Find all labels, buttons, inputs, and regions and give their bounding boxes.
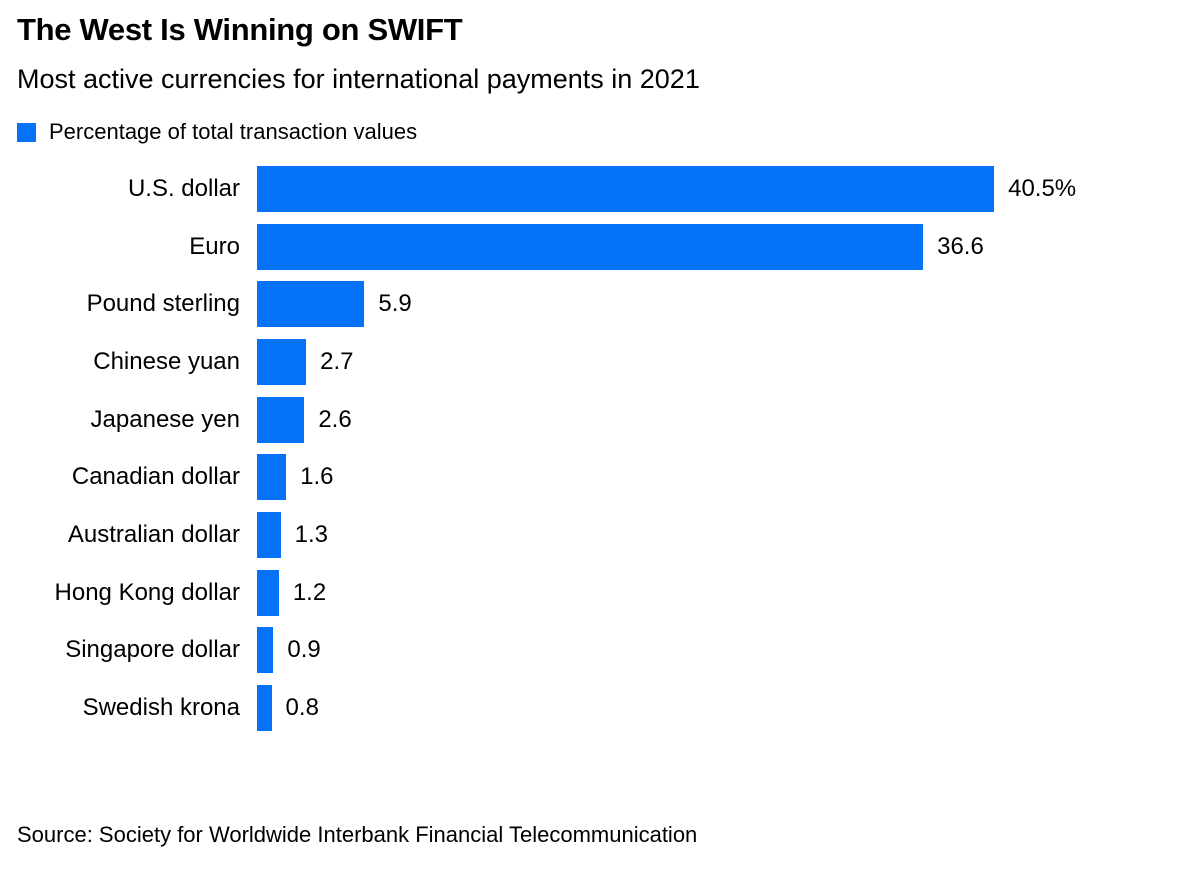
chart-title: The West Is Winning on SWIFT [17, 12, 463, 47]
value-label: 40.5% [1008, 174, 1077, 202]
value-label: 2.7 [320, 347, 354, 375]
value-label: 5.9 [378, 290, 412, 318]
value-label: 1.2 [292, 578, 327, 606]
bar [257, 281, 365, 328]
bar [257, 511, 281, 558]
category-label: Australian dollar [67, 520, 240, 548]
bar [257, 627, 274, 674]
chart-row: U.S. dollar 40.5% [17, 160, 1076, 218]
legend-label: Percentage of total transaction values [49, 119, 418, 145]
category-label: Japanese yen [90, 405, 240, 433]
legend: Percentage of total transaction values [17, 119, 1172, 145]
chart-row: Chinese yuan 2.7 [17, 333, 1076, 391]
value-label: 36.6 [937, 232, 984, 260]
bar [257, 338, 307, 385]
category-label: Euro [189, 232, 240, 260]
source-note: Source: Society for Worldwide Interbank … [17, 822, 698, 847]
category-label: Hong Kong dollar [54, 578, 240, 606]
chart-row: Pound sterling 5.9 [17, 275, 1076, 333]
bar [257, 223, 924, 270]
bar [257, 165, 995, 212]
value-label: 0.8 [285, 694, 319, 722]
chart-row: Swedish krona 0.8 [17, 679, 1076, 737]
category-label: Pound sterling [86, 290, 240, 318]
chart-row: Canadian dollar 1.6 [17, 448, 1076, 506]
category-label: Singapore dollar [65, 636, 240, 664]
chart-row: Hong Kong dollar 1.2 [17, 564, 1076, 622]
value-label: 2.6 [318, 405, 352, 433]
chart-row: Australian dollar 1.3 [17, 506, 1076, 564]
bar [257, 454, 287, 501]
chart-subtitle: Most active currencies for international… [17, 63, 700, 94]
category-label: U.S. dollar [127, 174, 240, 202]
chart-row: Euro 36.6 [17, 218, 1076, 276]
bar [257, 569, 279, 616]
category-label: Swedish krona [82, 694, 240, 722]
chart-row: Japanese yen 2.6 [17, 391, 1076, 449]
category-label: Chinese yuan [93, 347, 240, 375]
category-label: Canadian dollar [71, 463, 240, 491]
bar [257, 685, 272, 732]
chart-row: Singapore dollar 0.9 [17, 622, 1076, 680]
bar [257, 396, 305, 443]
value-label: 1.6 [300, 463, 334, 491]
bar-chart: U.S. dollar 40.5% Euro 36.6 Pound sterling 5.… [17, 160, 1076, 737]
legend-swatch-icon [17, 122, 36, 142]
value-label: 0.9 [287, 636, 321, 664]
value-label: 1.3 [294, 520, 329, 548]
